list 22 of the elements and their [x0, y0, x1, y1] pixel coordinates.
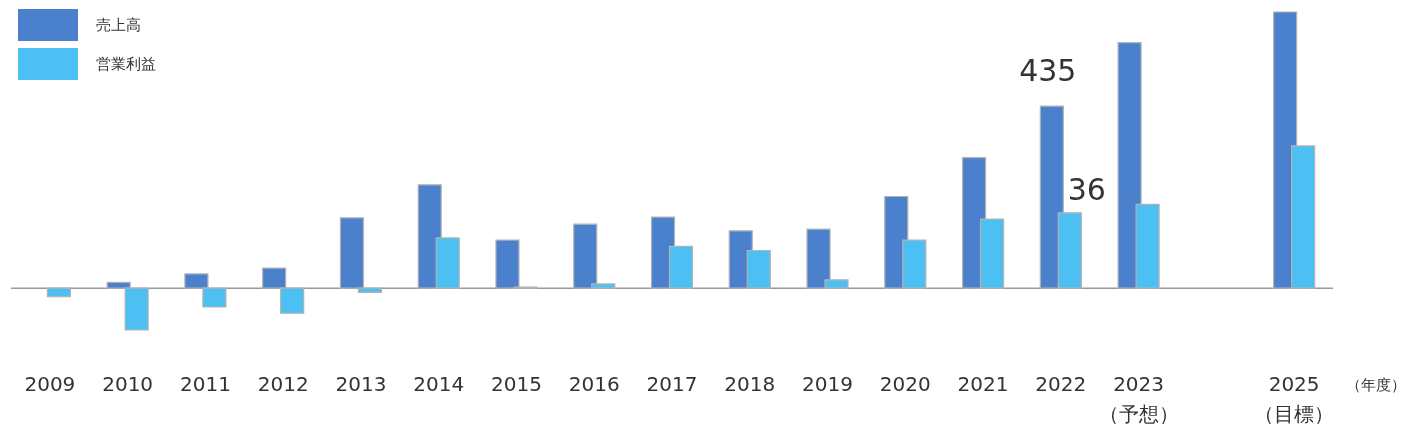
x-tick-label: 2014 [413, 371, 465, 396]
x-tick-label: 2017 [646, 371, 698, 396]
x-tick-label: 2018 [724, 371, 776, 396]
x-tick-label: 2023 （予想） [1098, 371, 1179, 426]
data-label: 435 [1019, 53, 1077, 89]
x-tick-label: 2011 [179, 371, 231, 396]
x-axis-title: （年度） [1345, 375, 1406, 394]
bar [46, 287, 71, 298]
x-tick-label: 2021 [957, 371, 1009, 396]
x-tick-label: 2016 [568, 371, 620, 396]
x-tick-label: 2010 [102, 371, 154, 396]
x-tick-label: 2025 （目標） [1254, 371, 1335, 426]
x-tick-label: 2013 [335, 371, 387, 396]
data-label: 36 [1067, 171, 1106, 207]
x-tick-label: 2015 [491, 371, 542, 396]
legend-label: 営業利益 [96, 55, 156, 73]
x-tick-label: 2020 [879, 371, 931, 396]
legend-label: 売上高 [96, 16, 141, 34]
x-tick-label: 2009 [24, 371, 76, 396]
x-tick-label: 2022 [1035, 371, 1087, 396]
x-tick-label: 2012 [257, 371, 309, 396]
x-tick-label: 2019 [802, 371, 853, 396]
